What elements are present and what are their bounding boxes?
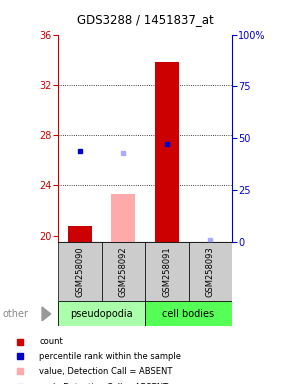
- Bar: [58, 301, 145, 326]
- Text: GSM258090: GSM258090: [75, 247, 84, 297]
- Bar: [68, 225, 92, 242]
- Text: cell bodies: cell bodies: [162, 309, 215, 319]
- Bar: [145, 242, 188, 301]
- Bar: [111, 194, 135, 242]
- Text: count: count: [39, 338, 63, 346]
- Text: GSM258091: GSM258091: [162, 247, 171, 297]
- Text: rank, Detection Call = ABSENT: rank, Detection Call = ABSENT: [39, 382, 168, 384]
- Bar: [102, 242, 145, 301]
- Text: other: other: [3, 309, 29, 319]
- Text: percentile rank within the sample: percentile rank within the sample: [39, 352, 181, 361]
- Bar: [188, 242, 232, 301]
- Text: GSM258092: GSM258092: [119, 247, 128, 297]
- Text: pseudopodia: pseudopodia: [70, 309, 133, 319]
- Text: GDS3288 / 1451837_at: GDS3288 / 1451837_at: [77, 13, 213, 26]
- Bar: [155, 62, 179, 242]
- Text: value, Detection Call = ABSENT: value, Detection Call = ABSENT: [39, 367, 173, 376]
- Text: GSM258093: GSM258093: [206, 246, 215, 297]
- Bar: [145, 301, 232, 326]
- Bar: [58, 242, 102, 301]
- Polygon shape: [42, 307, 51, 321]
